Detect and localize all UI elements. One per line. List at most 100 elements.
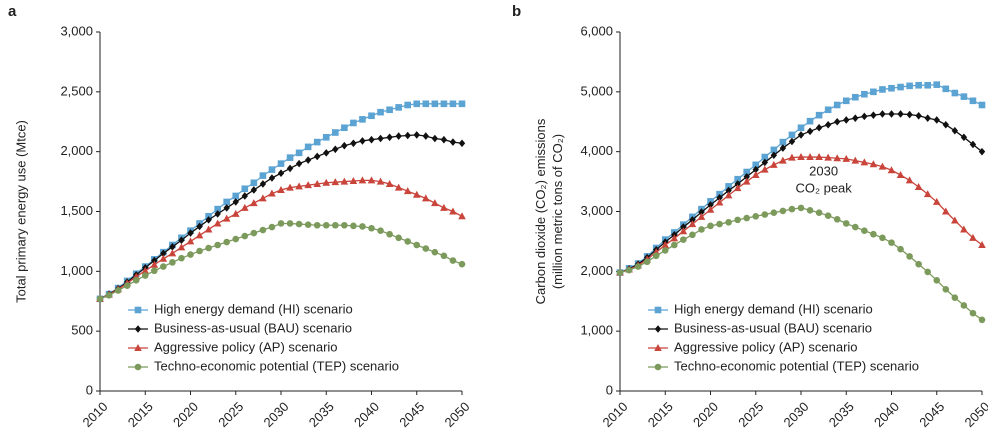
marker: [725, 183, 732, 190]
marker: [313, 221, 321, 229]
marker: [422, 132, 429, 140]
marker: [132, 277, 140, 284]
marker: [160, 249, 167, 258]
marker: [259, 226, 267, 234]
y-tick-label: 500: [71, 323, 93, 338]
marker: [159, 254, 168, 262]
marker: [458, 212, 466, 220]
x-tick-label: 2050: [441, 399, 472, 430]
marker: [942, 285, 950, 293]
marker: [177, 243, 186, 251]
y-tick-label: 1,000: [60, 263, 93, 278]
marker: [223, 204, 230, 212]
marker: [359, 223, 366, 230]
marker: [241, 232, 249, 240]
marker: [806, 117, 814, 125]
legend-label: Aggressive policy (AP) scenario: [154, 339, 338, 354]
marker: [368, 112, 375, 120]
marker: [806, 207, 814, 214]
marker: [725, 186, 732, 195]
marker: [231, 209, 240, 217]
marker: [304, 156, 312, 164]
marker: [969, 233, 977, 241]
marker: [788, 153, 796, 161]
marker: [824, 153, 832, 161]
legend-marker: [654, 344, 662, 351]
marker: [915, 111, 922, 120]
marker: [861, 112, 868, 121]
marker: [141, 272, 149, 279]
legend-marker: [134, 363, 142, 371]
marker: [834, 117, 841, 126]
marker: [341, 124, 348, 132]
y-tick-label: 5,000: [580, 83, 613, 98]
marker: [259, 194, 267, 202]
marker: [349, 176, 358, 184]
marker: [304, 221, 312, 228]
marker: [933, 116, 940, 124]
marker: [204, 225, 213, 233]
marker: [286, 164, 294, 173]
marker: [843, 116, 850, 124]
marker: [196, 222, 203, 231]
marker: [752, 212, 760, 220]
marker: [969, 97, 977, 105]
marker: [331, 178, 340, 186]
marker: [150, 260, 159, 268]
marker: [706, 205, 715, 213]
marker: [286, 154, 294, 161]
legend-label: Techno-economic potential (TEP) scenario: [674, 358, 919, 373]
marker: [616, 269, 624, 276]
marker: [449, 257, 457, 264]
marker: [707, 222, 714, 230]
marker: [359, 116, 366, 123]
marker: [187, 229, 194, 237]
legend-label: Techno-economic potential (TEP) scenario: [154, 358, 399, 373]
marker: [770, 160, 778, 168]
marker: [403, 187, 412, 195]
marker: [431, 248, 439, 256]
x-tick-label: 2045: [396, 399, 427, 430]
x-tick-label: 2050: [961, 399, 988, 430]
marker: [770, 151, 778, 160]
marker: [924, 114, 931, 122]
marker: [458, 139, 466, 148]
marker: [169, 243, 176, 251]
series-line: [99, 134, 463, 300]
marker: [679, 227, 688, 235]
y-axis-label: Carbon dioxide (CO₂) emissions: [533, 118, 548, 304]
series-line: [619, 156, 983, 274]
marker: [195, 231, 204, 239]
y-tick-label: 3,000: [60, 23, 93, 38]
marker: [969, 309, 977, 317]
marker: [377, 108, 384, 116]
marker: [671, 241, 678, 249]
marker: [295, 182, 303, 190]
marker: [914, 182, 923, 190]
marker: [385, 179, 394, 187]
marker: [852, 223, 859, 231]
marker: [960, 225, 968, 233]
marker: [924, 268, 931, 276]
marker: [332, 129, 339, 136]
marker: [232, 198, 239, 206]
marker: [449, 100, 457, 108]
marker: [395, 234, 402, 242]
marker: [259, 180, 267, 188]
marker: [797, 124, 805, 132]
marker: [449, 207, 457, 215]
marker: [734, 216, 741, 224]
y-tick-label: 3,000: [580, 203, 613, 218]
x-tick-label: 2040: [351, 399, 382, 430]
marker: [888, 110, 895, 118]
marker: [734, 175, 741, 183]
marker: [870, 230, 877, 238]
marker: [440, 252, 448, 260]
marker: [797, 204, 805, 212]
marker: [350, 139, 357, 148]
marker: [923, 190, 932, 198]
marker: [404, 131, 411, 140]
marker: [815, 123, 823, 132]
marker: [833, 154, 841, 162]
marker: [394, 183, 403, 191]
